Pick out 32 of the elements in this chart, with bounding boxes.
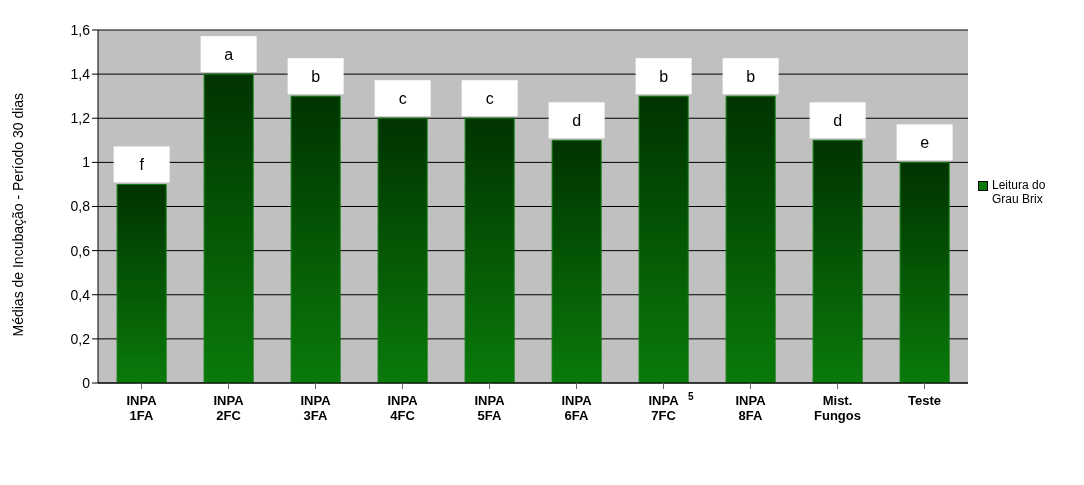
x-tick-label: INPA 8FA <box>735 393 767 423</box>
y-tick-label: 1,2 <box>70 110 91 127</box>
annotation: b <box>659 68 669 86</box>
x-tick-label: INPA 5FA <box>474 393 506 423</box>
annotation: d <box>572 112 582 130</box>
text: 5 <box>688 391 694 402</box>
legend-label: Leitura do Grau Brix <box>992 178 1047 206</box>
y-tick-label: 1 <box>82 154 91 171</box>
y-tick-label: 1,6 <box>70 21 91 38</box>
x-tick-label: INPA 7FC <box>648 393 680 423</box>
y-tick-label: 1,4 <box>70 66 91 83</box>
x-tick-label: Teste <box>908 393 941 408</box>
x-tick-label: INPA 6FA <box>561 393 593 423</box>
x-tick-label: Mist. Fungos <box>814 393 861 423</box>
annotation: d <box>833 112 843 130</box>
y-tick-label: 0,4 <box>70 286 91 303</box>
annotation: a <box>224 46 234 64</box>
annotation: f <box>139 156 145 174</box>
y-tick-label: 0,2 <box>70 330 91 347</box>
annotation: b <box>746 68 756 86</box>
x-tick-label: INPA 4FC <box>387 393 419 423</box>
annotation: c <box>398 90 407 108</box>
x-tick-label: INPA 3FA <box>300 393 332 423</box>
y-tick-label: 0,8 <box>70 198 91 215</box>
annotation: c <box>485 90 494 108</box>
y-axis-title: Médias de Incubação - Período 30 dias <box>9 92 26 337</box>
y-tick-label: 0 <box>82 374 91 391</box>
x-tick-label: INPA 2FC <box>213 393 245 423</box>
x-tick-label: INPA 1FA <box>126 393 158 423</box>
y-tick-label: 0,6 <box>70 242 91 259</box>
annotation: b <box>311 68 321 86</box>
annotation: e <box>920 134 930 152</box>
